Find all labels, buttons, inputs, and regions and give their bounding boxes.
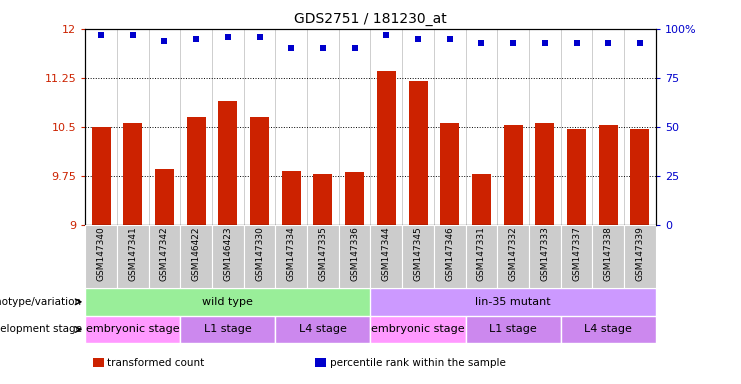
Bar xyxy=(244,225,276,288)
Bar xyxy=(535,123,554,225)
Point xyxy=(222,33,233,40)
Text: L1 stage: L1 stage xyxy=(204,324,252,334)
Point xyxy=(476,40,488,46)
Bar xyxy=(561,316,656,343)
Text: GSM147334: GSM147334 xyxy=(287,227,296,281)
Bar xyxy=(370,288,656,316)
Text: GSM147333: GSM147333 xyxy=(540,227,549,281)
Bar xyxy=(180,225,212,288)
Point xyxy=(190,35,202,41)
Bar xyxy=(339,225,370,288)
Bar xyxy=(497,225,529,288)
Text: GSM147339: GSM147339 xyxy=(636,227,645,281)
Text: L4 stage: L4 stage xyxy=(585,324,632,334)
Text: lin-35 mutant: lin-35 mutant xyxy=(475,297,551,307)
Bar xyxy=(465,316,561,343)
Bar xyxy=(219,101,237,225)
Point xyxy=(349,45,361,51)
Bar xyxy=(434,225,465,288)
Bar xyxy=(377,71,396,225)
Bar xyxy=(472,174,491,225)
Bar xyxy=(85,288,370,316)
Bar xyxy=(592,225,624,288)
Bar xyxy=(282,171,301,225)
Bar xyxy=(529,225,561,288)
Bar xyxy=(250,117,269,225)
Point xyxy=(571,40,582,46)
Text: GSM146423: GSM146423 xyxy=(223,227,233,281)
Bar xyxy=(465,225,497,288)
Point xyxy=(412,35,424,41)
Text: GSM146422: GSM146422 xyxy=(192,227,201,281)
Point xyxy=(95,31,107,38)
Text: embryonic stage: embryonic stage xyxy=(371,324,465,334)
Bar xyxy=(599,126,618,225)
Text: development stage: development stage xyxy=(0,324,82,334)
Text: GSM147344: GSM147344 xyxy=(382,227,391,281)
Bar xyxy=(85,316,180,343)
Text: GSM147336: GSM147336 xyxy=(350,227,359,281)
Text: L4 stage: L4 stage xyxy=(299,324,347,334)
Point xyxy=(602,40,614,46)
Text: transformed count: transformed count xyxy=(107,358,205,368)
Title: GDS2751 / 181230_at: GDS2751 / 181230_at xyxy=(294,12,447,26)
Bar xyxy=(567,129,586,225)
Bar xyxy=(92,127,110,225)
Bar xyxy=(85,225,117,288)
Bar xyxy=(440,123,459,225)
Text: GSM147342: GSM147342 xyxy=(160,227,169,281)
Bar xyxy=(307,225,339,288)
Bar xyxy=(370,225,402,288)
Bar xyxy=(408,81,428,225)
Point xyxy=(380,31,392,38)
Bar xyxy=(117,225,149,288)
Bar xyxy=(402,225,434,288)
Bar xyxy=(345,172,364,225)
Point xyxy=(159,38,170,44)
Text: GSM147338: GSM147338 xyxy=(604,227,613,281)
Bar xyxy=(276,225,307,288)
Text: percentile rank within the sample: percentile rank within the sample xyxy=(330,358,505,368)
Point xyxy=(317,45,329,51)
Text: genotype/variation: genotype/variation xyxy=(0,297,82,307)
Point xyxy=(444,35,456,41)
Text: GSM147341: GSM147341 xyxy=(128,227,137,281)
Bar xyxy=(276,316,370,343)
Bar xyxy=(155,169,174,225)
Text: GSM147346: GSM147346 xyxy=(445,227,454,281)
Text: L1 stage: L1 stage xyxy=(489,324,537,334)
Point xyxy=(539,40,551,46)
Bar xyxy=(313,174,333,225)
Bar xyxy=(504,126,522,225)
Bar xyxy=(624,225,656,288)
Point xyxy=(507,40,519,46)
Bar xyxy=(123,123,142,225)
Text: wild type: wild type xyxy=(202,297,253,307)
Text: GSM147345: GSM147345 xyxy=(413,227,422,281)
Point xyxy=(285,45,297,51)
Bar xyxy=(180,316,276,343)
Point xyxy=(253,33,265,40)
Text: GSM147340: GSM147340 xyxy=(96,227,105,281)
Text: GSM147332: GSM147332 xyxy=(508,227,518,281)
Bar xyxy=(187,117,206,225)
Point xyxy=(127,31,139,38)
Text: GSM147330: GSM147330 xyxy=(255,227,264,281)
Text: GSM147335: GSM147335 xyxy=(319,227,328,281)
Bar xyxy=(370,316,465,343)
Bar xyxy=(561,225,592,288)
Text: GSM147337: GSM147337 xyxy=(572,227,581,281)
Bar xyxy=(212,225,244,288)
Bar xyxy=(149,225,180,288)
Point xyxy=(634,40,646,46)
Bar xyxy=(631,129,649,225)
Text: GSM147331: GSM147331 xyxy=(477,227,486,281)
Text: embryonic stage: embryonic stage xyxy=(86,324,179,334)
